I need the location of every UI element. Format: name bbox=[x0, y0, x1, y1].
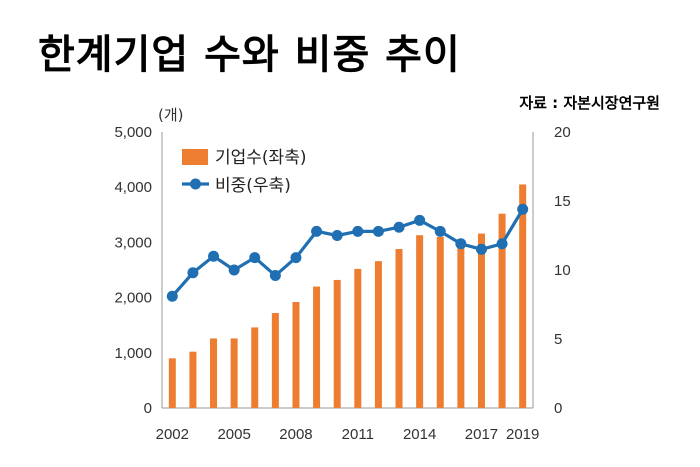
line-point bbox=[249, 252, 261, 264]
line-point bbox=[228, 264, 240, 276]
line-point bbox=[166, 290, 178, 302]
bar bbox=[354, 268, 362, 408]
bar bbox=[395, 249, 403, 408]
x-tick-label: 2019 bbox=[506, 426, 539, 443]
line-path bbox=[171, 208, 525, 298]
x-tick-label: 2002 bbox=[156, 426, 189, 443]
bar bbox=[374, 261, 382, 408]
bar bbox=[333, 279, 341, 408]
line-point bbox=[208, 250, 220, 262]
line-point bbox=[352, 225, 364, 237]
line-point bbox=[372, 225, 384, 237]
y-unit-label: (개) bbox=[158, 106, 184, 124]
y-left-tick-label: 5,000 bbox=[114, 124, 152, 141]
y-left-tick-label: 3,000 bbox=[114, 234, 152, 251]
x-tick-label: 2017 bbox=[465, 426, 498, 443]
page-title: 한계기업 수와 비중 추이 bbox=[38, 32, 461, 78]
line-point bbox=[311, 225, 323, 237]
bar bbox=[477, 233, 485, 408]
bar bbox=[457, 244, 465, 408]
x-tick-label: 2008 bbox=[279, 426, 312, 443]
legend-bar-swatch bbox=[182, 149, 208, 165]
line-point bbox=[517, 203, 529, 215]
bar bbox=[230, 338, 238, 408]
bar bbox=[436, 236, 444, 408]
line-point bbox=[496, 238, 508, 250]
line-point bbox=[455, 238, 467, 250]
bar-series bbox=[168, 184, 527, 408]
line-point bbox=[331, 230, 343, 241]
line-point bbox=[414, 214, 426, 226]
x-tick-label: 2014 bbox=[403, 426, 436, 443]
bar bbox=[519, 184, 527, 408]
bar bbox=[189, 351, 197, 408]
y-right-tick-label: 0 bbox=[554, 400, 562, 417]
bar bbox=[168, 358, 176, 408]
line-point bbox=[187, 267, 199, 279]
line-point bbox=[393, 221, 405, 233]
y-right-tick-label: 5 bbox=[554, 331, 562, 348]
bar bbox=[292, 302, 300, 408]
bar bbox=[271, 313, 279, 408]
y-left-tick-label: 0 bbox=[144, 400, 152, 417]
source-note: 자료 : 자본시장연구원 bbox=[519, 94, 660, 112]
line-point bbox=[269, 270, 281, 282]
y-right-tick-label: 15 bbox=[554, 193, 571, 210]
line-point bbox=[290, 252, 302, 264]
bar bbox=[210, 338, 218, 408]
bar bbox=[313, 286, 321, 408]
y-left-tick-label: 4,000 bbox=[114, 179, 152, 196]
line-point bbox=[475, 243, 487, 255]
y-right-tick-label: 20 bbox=[554, 124, 571, 141]
y-left-tick-label: 2,000 bbox=[114, 290, 152, 307]
y-right-tick-label: 10 bbox=[554, 262, 571, 279]
bar bbox=[416, 235, 424, 408]
legend: 기업수(좌축) 비중(우축) bbox=[182, 148, 306, 196]
x-tick-label: 2011 bbox=[342, 426, 374, 443]
axes: 0 1,000 2,000 3,000 4,000 5,000 0 5 10 15 20 (개) 200… bbox=[114, 106, 570, 443]
line-point bbox=[434, 225, 446, 237]
legend-line-marker bbox=[190, 178, 201, 190]
line-series bbox=[166, 203, 529, 302]
y-left-tick-label: 1,000 bbox=[114, 345, 152, 362]
bar bbox=[498, 213, 506, 408]
bar bbox=[251, 327, 259, 408]
legend-bar-label: 기업수(좌축) bbox=[215, 148, 306, 168]
x-tick-label: 2005 bbox=[217, 426, 250, 443]
legend-line-label: 비중(우축) bbox=[215, 176, 291, 196]
